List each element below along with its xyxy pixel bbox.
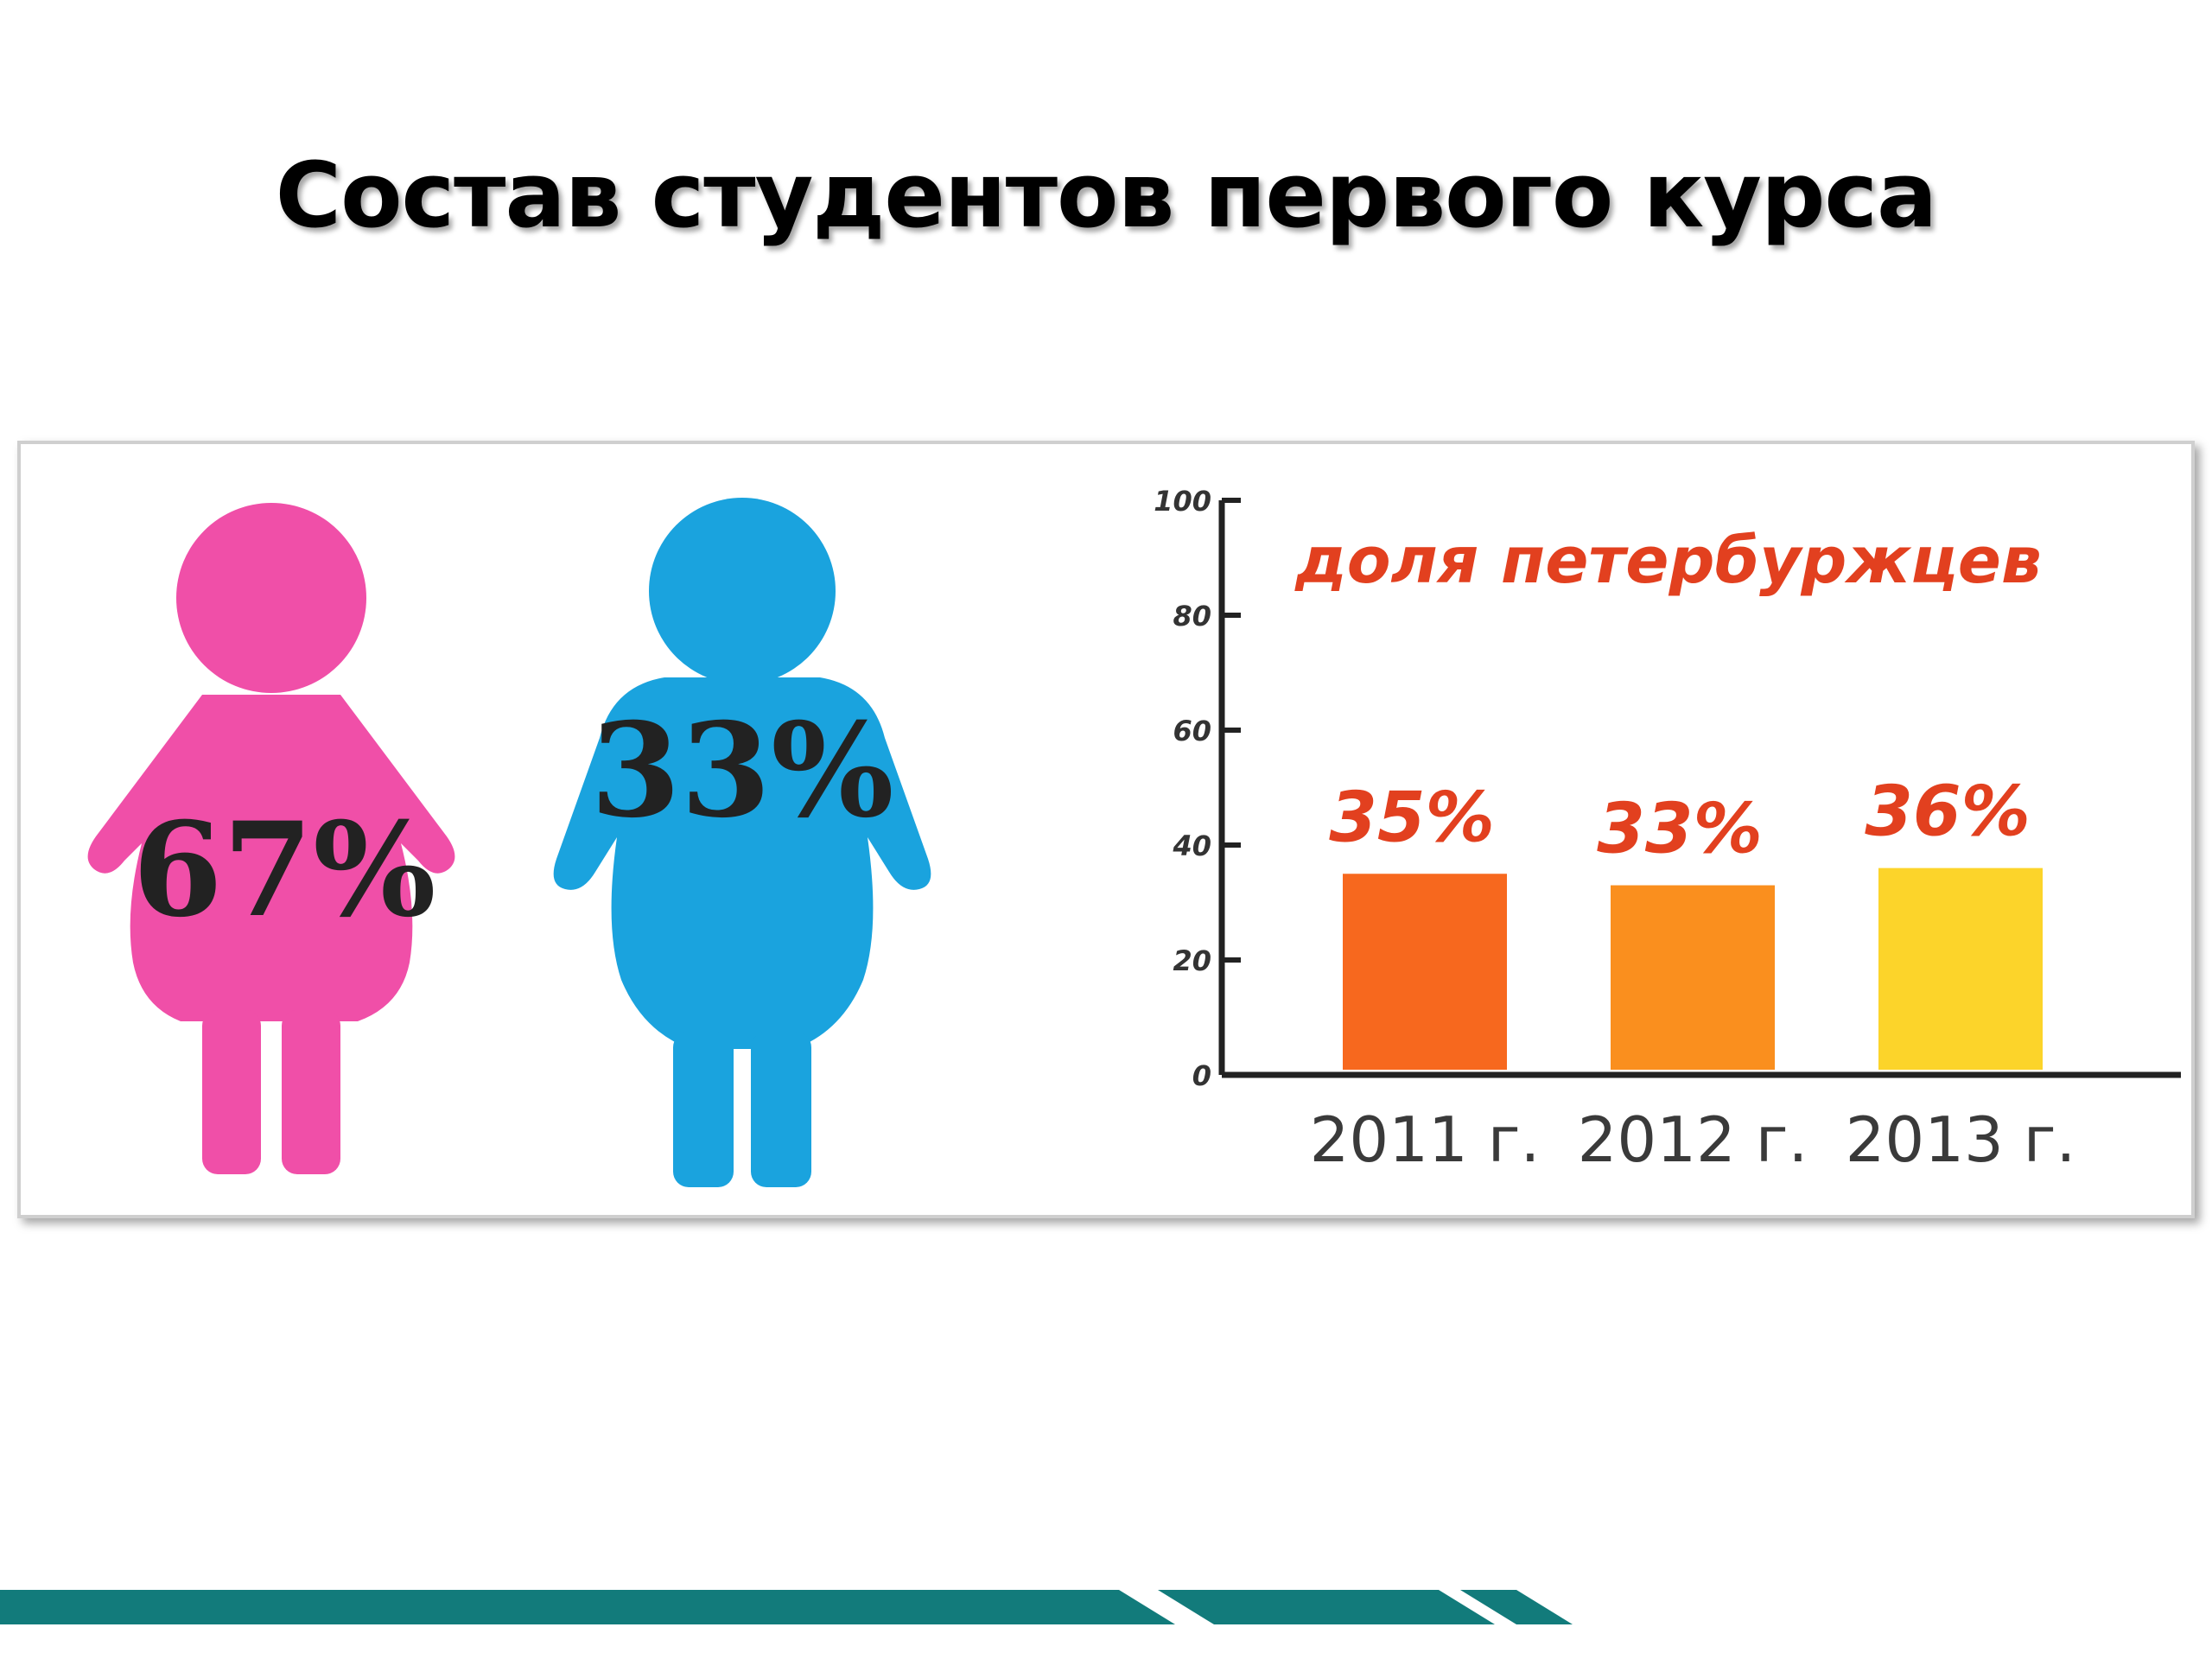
x-tick-label: 2011 г. — [1310, 1103, 1541, 1176]
footer-stripes — [0, 1590, 1573, 1624]
y-tick-label: 40 — [1172, 830, 1211, 862]
x-tick-label: 2013 г. — [1846, 1103, 2076, 1176]
male-leg-right — [751, 1032, 811, 1187]
y-tick-label: 80 — [1173, 600, 1211, 632]
bar — [1343, 874, 1507, 1070]
infographic-svg: 67% 33% доля петербуржцев 0 20 40 60 80 100 35… — [87, 485, 2181, 1187]
y-tick-label: 20 — [1173, 944, 1211, 977]
female-leg-left — [202, 1010, 261, 1174]
bar-chart: доля петербуржцев 0 20 40 60 80 100 35% 2011 г.… — [1154, 485, 2181, 1176]
y-tick-label: 100 — [1154, 485, 1211, 518]
footer-stripe-2 — [1158, 1590, 1495, 1624]
y-tick-label: 60 — [1173, 715, 1211, 747]
y-tick-label: 0 — [1192, 1059, 1211, 1092]
male-leg-left — [673, 1032, 734, 1187]
data-label: 33% — [1597, 789, 1762, 869]
female-figure-icon: 67% — [87, 503, 455, 1174]
chart-marks: 0 20 40 60 80 100 35% 2011 г. 33% 2012 г. 36% 2013 … — [1154, 485, 2181, 1176]
male-figure-icon: 33% — [553, 498, 931, 1187]
data-label: 36% — [1865, 772, 2030, 852]
female-percent: 67% — [132, 794, 435, 946]
x-tick-label: 2012 г. — [1578, 1103, 1808, 1176]
footer-stripe-1 — [0, 1590, 1175, 1624]
bar — [1878, 868, 2043, 1070]
slide-title: Состав студентов первого курса — [275, 143, 1938, 248]
data-label: 35% — [1329, 777, 1494, 857]
bar — [1611, 885, 1775, 1070]
footer-stripe-3 — [1460, 1590, 1573, 1624]
male-head — [649, 498, 836, 684]
female-body — [87, 695, 455, 1021]
male-percent: 33% — [590, 695, 893, 847]
female-head — [176, 503, 366, 693]
male-body — [553, 677, 931, 1049]
infographic-panel: 67% 33% доля петербуржцев 0 20 40 60 80 100 35… — [17, 441, 2195, 1218]
female-leg-right — [282, 1010, 340, 1174]
chart-title: доля петербуржцев — [1294, 524, 2042, 598]
